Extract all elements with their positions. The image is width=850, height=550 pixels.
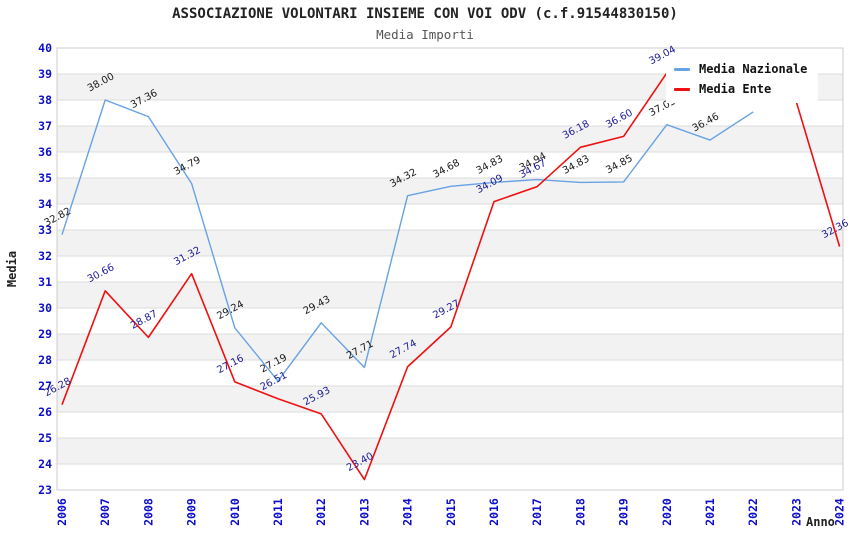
legend-swatch-nazionale-icon	[674, 67, 690, 71]
y-tick-label: 30	[38, 301, 52, 315]
plot-band	[57, 334, 843, 360]
plot-band	[57, 100, 843, 126]
y-tick-label: 31	[38, 275, 52, 289]
plot-band	[57, 178, 843, 204]
y-tick-label: 38	[38, 93, 52, 107]
legend-label-ente: Media Ente	[699, 82, 772, 96]
y-tick-label: 28	[38, 353, 52, 367]
y-tick-label: 23	[38, 483, 52, 497]
plot-band	[57, 308, 843, 334]
x-tick-label: 2012	[314, 498, 328, 526]
plot-band	[57, 360, 843, 386]
plot-band	[57, 152, 843, 178]
x-tick-label: 2009	[185, 498, 199, 526]
plot-band	[57, 464, 843, 490]
x-tick-label: 2015	[444, 498, 458, 526]
chart-subtitle: Media Importi	[376, 27, 474, 42]
y-tick-label: 25	[38, 431, 52, 445]
x-tick-label: 2016	[487, 498, 501, 526]
legend-item-media-ente: Media Ente	[674, 82, 810, 96]
x-tick-label: 2021	[703, 498, 717, 526]
y-tick-label: 27	[38, 379, 52, 393]
legend-label-nazionale: Media Nazionale	[699, 62, 808, 76]
y-tick-label: 24	[38, 457, 52, 471]
x-tick-label: 2014	[401, 498, 415, 526]
plot-band	[57, 386, 843, 412]
y-tick-label: 29	[38, 327, 52, 341]
y-tick-label: 37	[38, 119, 52, 133]
plot-band	[57, 438, 843, 464]
x-tick-label: 2006	[55, 498, 69, 526]
chart-title: ASSOCIAZIONE VOLONTARI INSIEME CON VOI O…	[172, 6, 678, 22]
x-tick-label: 2023	[789, 498, 803, 526]
legend-swatch-ente-icon	[674, 87, 690, 91]
y-tick-label: 26	[38, 405, 52, 419]
x-tick-label: 2020	[660, 498, 674, 526]
plot-band	[57, 204, 843, 230]
x-tick-label: 2010	[228, 498, 242, 526]
legend: Media Nazionale Media Ente	[666, 56, 818, 103]
series-line-nazionale	[61, 99, 754, 382]
y-tick-label: 36	[38, 145, 52, 159]
y-tick-label: 33	[38, 223, 52, 237]
x-tick-label: 2019	[617, 498, 631, 526]
x-axis-title: Anno	[806, 515, 835, 529]
y-tick-label: 40	[38, 41, 52, 55]
x-tick-label: 2011	[271, 498, 285, 526]
y-tick-label: 39	[38, 67, 52, 81]
x-tick-label: 2022	[746, 498, 760, 526]
x-tick-label: 2024	[833, 498, 847, 526]
plot-band	[57, 412, 843, 438]
x-tick-label: 2017	[530, 498, 544, 526]
y-tick-label: 32	[38, 249, 52, 263]
y-tick-label: 34	[38, 197, 52, 211]
x-tick-label: 2013	[357, 498, 371, 526]
legend-item-media-nazionale: Media Nazionale	[674, 62, 810, 76]
plot-border	[56, 47, 844, 491]
plot-band	[57, 230, 843, 256]
x-tick-label: 2018	[573, 498, 587, 526]
x-tick-label: 2007	[98, 498, 112, 526]
y-tick-label: 35	[38, 171, 52, 185]
x-tick-label: 2008	[141, 498, 155, 526]
plot-band	[57, 282, 843, 308]
